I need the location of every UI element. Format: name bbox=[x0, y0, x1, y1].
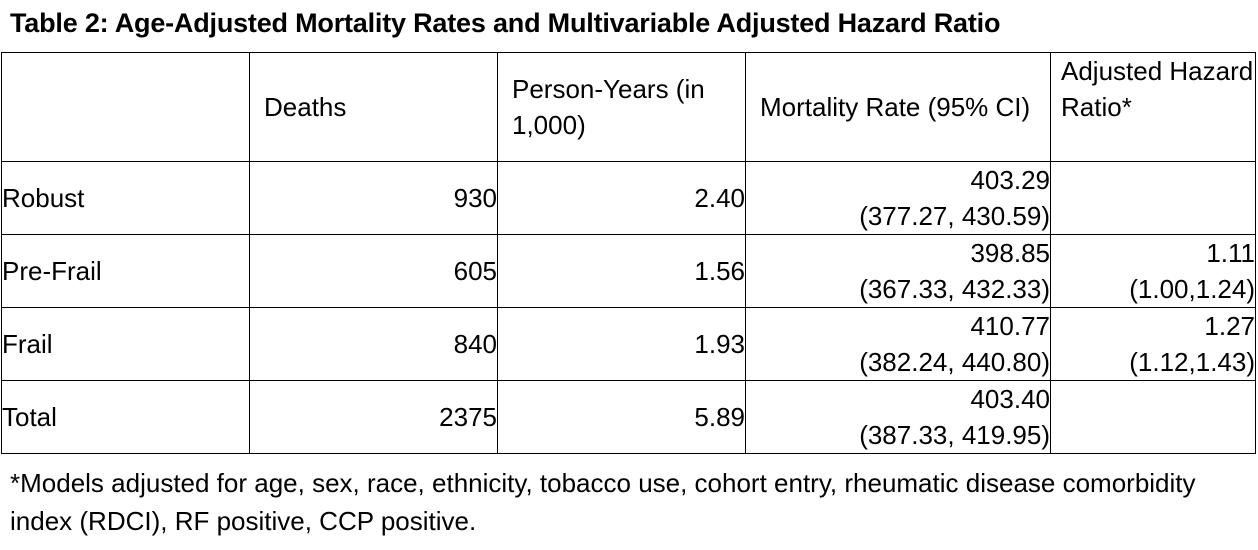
table-title: Table 2: Age-Adjusted Mortality Rates an… bbox=[10, 8, 1001, 38]
mortality-rate-ci: (367.33, 432.33) bbox=[859, 274, 1050, 304]
mortality-rate-cell: 403.29 (377.27, 430.59) bbox=[745, 161, 1051, 235]
row-label: Total bbox=[1, 380, 250, 454]
table-row: Pre-Frail 605 1.56 398.85 (367.33, 432.3… bbox=[1, 234, 1256, 308]
hazard-ratio-cell bbox=[1050, 380, 1256, 454]
mortality-rate-ci: (387.33, 419.95) bbox=[859, 420, 1050, 450]
hazard-ratio-value: 1.27 bbox=[1204, 311, 1255, 341]
mortality-rate-value: 403.29 bbox=[970, 165, 1050, 195]
header-deaths: Deaths bbox=[249, 52, 498, 162]
deaths-cell: 840 bbox=[249, 307, 498, 381]
deaths-cell: 2375 bbox=[249, 380, 498, 454]
header-adjusted-hazard-ratio: Adjusted Hazard Ratio* bbox=[1050, 52, 1256, 162]
mortality-table: Deaths Person-Years (in 1,000) Mortality… bbox=[1, 52, 1256, 454]
mortality-rate-ci: (377.27, 430.59) bbox=[859, 201, 1050, 231]
hazard-ratio-cell bbox=[1050, 161, 1256, 235]
header-person-years: Person-Years (in 1,000) bbox=[497, 52, 746, 162]
person-years-cell: 2.40 bbox=[497, 161, 746, 235]
hazard-ratio-value: 1.11 bbox=[1206, 238, 1255, 268]
header-mortality-rate: Mortality Rate (95% CI) bbox=[745, 52, 1051, 162]
deaths-cell: 930 bbox=[249, 161, 498, 235]
mortality-rate-cell: 410.77 (382.24, 440.80) bbox=[745, 307, 1051, 381]
person-years-cell: 1.93 bbox=[497, 307, 746, 381]
mortality-rate-cell: 403.40 (387.33, 419.95) bbox=[745, 380, 1051, 454]
table-row: Robust 930 2.40 403.29 (377.27, 430.59) bbox=[1, 161, 1256, 235]
row-label: Frail bbox=[1, 307, 250, 381]
mortality-rate-value: 403.40 bbox=[970, 384, 1050, 414]
person-years-cell: 5.89 bbox=[497, 380, 746, 454]
header-cell-empty bbox=[1, 52, 250, 162]
hazard-ratio-ci: (1.00,1.24) bbox=[1129, 274, 1255, 304]
row-label: Pre-Frail bbox=[1, 234, 250, 308]
table-footnote: *Models adjusted for age, sex, race, eth… bbox=[10, 468, 1196, 536]
row-label: Robust bbox=[1, 161, 250, 235]
table-row: Frail 840 1.93 410.77 (382.24, 440.80) 1… bbox=[1, 307, 1256, 381]
table-row: Total 2375 5.89 403.40 (387.33, 419.95) bbox=[1, 380, 1256, 454]
person-years-cell: 1.56 bbox=[497, 234, 746, 308]
hazard-ratio-cell: 1.11 (1.00,1.24) bbox=[1050, 234, 1256, 308]
hazard-ratio-cell: 1.27 (1.12,1.43) bbox=[1050, 307, 1256, 381]
hazard-ratio-ci: (1.12,1.43) bbox=[1129, 347, 1255, 377]
mortality-rate-cell: 398.85 (367.33, 432.33) bbox=[745, 234, 1051, 308]
mortality-rate-ci: (382.24, 440.80) bbox=[859, 347, 1050, 377]
table-header-row: Deaths Person-Years (in 1,000) Mortality… bbox=[1, 52, 1256, 162]
mortality-rate-value: 398.85 bbox=[970, 238, 1050, 268]
deaths-cell: 605 bbox=[249, 234, 498, 308]
mortality-rate-value: 410.77 bbox=[970, 311, 1050, 341]
